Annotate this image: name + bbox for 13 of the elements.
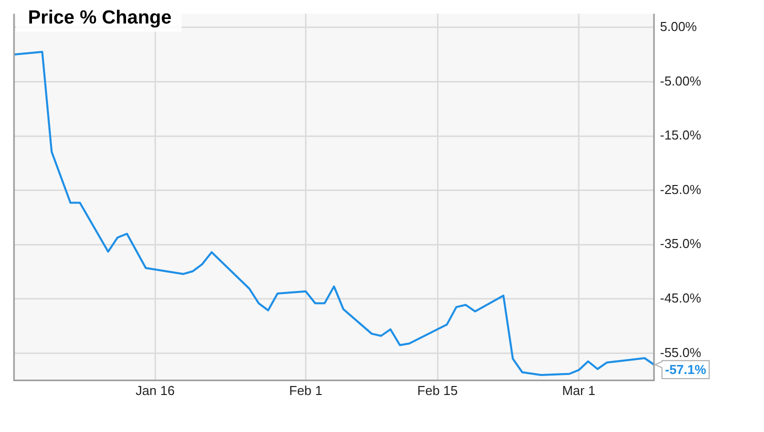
x-tick-label: Feb 1 xyxy=(289,382,322,398)
y-tick-label: -5.00% xyxy=(660,73,702,88)
y-tick-label: -45.0% xyxy=(660,290,702,306)
chart-title: Price % Change xyxy=(28,8,172,29)
y-tick-label: -15.0% xyxy=(660,128,702,143)
y-tick-label: -35.0% xyxy=(660,236,702,252)
annotation: -57.1% xyxy=(665,362,707,378)
x-tick-label: Mar 1 xyxy=(562,382,596,398)
x-tick-label: Jan 16 xyxy=(136,382,175,398)
y-tick-label: -55.0% xyxy=(660,344,702,360)
y-tick-label: -25.0% xyxy=(660,182,702,197)
y-tick-label: 5.00% xyxy=(660,18,698,34)
x-tick-label: Feb 15 xyxy=(417,382,458,398)
